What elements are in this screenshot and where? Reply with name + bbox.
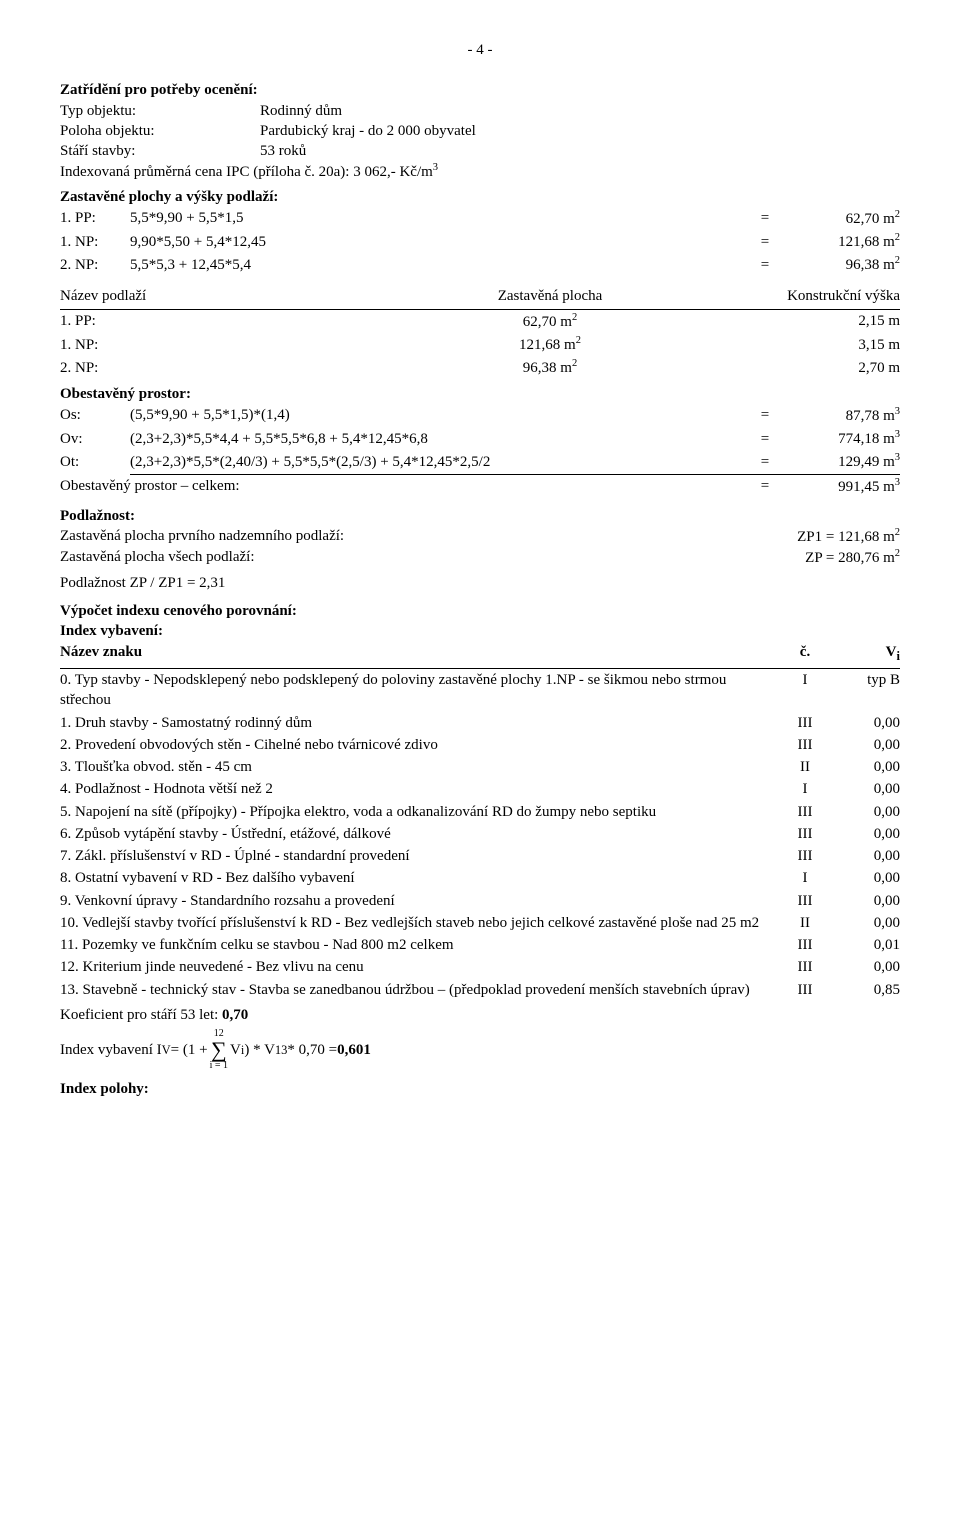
table-row: 13. Stavebně - technický stav - Stavba s…: [60, 979, 900, 1001]
table-row: 5. Napojení na sítě (přípojky) - Přípojk…: [60, 801, 900, 823]
table-row: 7. Zákl. příslušenství v RD - Úplné - st…: [60, 845, 900, 867]
podlaznost-ratio: Podlažnost ZP / ZP1 = 2,31: [60, 573, 900, 593]
typ-objektu-value: Rodinný dům: [260, 101, 900, 121]
podlaznost-r1-value: ZP1 = 121,68 m2: [797, 526, 900, 547]
table-row: Os:(5,5*9,90 + 5,5*1,5)*(1,4)=87,78 m3: [60, 404, 900, 427]
ipc-line: Indexovaná průměrná cena IPC (příloha č.…: [60, 161, 900, 182]
table-row: Ov:(2,3+2,3)*5,5*4,4 + 5,5*5,5*6,8 + 5,4…: [60, 427, 900, 450]
table-row: 1. NP:9,90*5,50 + 5,4*12,45=121,68 m2: [60, 230, 900, 253]
table-row: 1. Druh stavby - Samostatný rodinný důmI…: [60, 712, 900, 734]
table-row: 2. NP:96,38 m22,70 m: [60, 356, 900, 379]
table-row: 1. PP:5,5*9,90 + 5,5*1,5=62,70 m2: [60, 207, 900, 230]
nazev-podlazi-table: Název podlaží Zastavěná plocha Konstrukč…: [60, 285, 900, 307]
stari-value: 53 roků: [260, 141, 900, 161]
table-row: 6. Způsob vytápění stavby - Ústřední, et…: [60, 823, 900, 845]
typ-objektu-label: Typ objektu:: [60, 101, 260, 121]
zast-plochy-table: 1. PP:5,5*9,90 + 5,5*1,5=62,70 m21. NP:9…: [60, 207, 900, 277]
koef-stari: Koeficient pro stáří 53 let: 0,70: [60, 1005, 900, 1025]
table-row: 3. Tloušťka obvod. stěn - 45 cmII0,00: [60, 756, 900, 778]
table-row: 0. Typ stavby - Nepodsklepený nebo podsk…: [60, 669, 900, 712]
podlaznost-r2-label: Zastavěná plocha všech podlaží:: [60, 547, 255, 568]
stari-label: Stáří stavby:: [60, 141, 260, 161]
zast-plochy-title: Zastavěné plochy a výšky podlaží:: [60, 187, 900, 207]
table-row: 8. Ostatní vybavení v RD - Bez dalšího v…: [60, 867, 900, 889]
iv-formula: Index vybavení IV = (1 + 12 ∑ i = 1 Vi )…: [60, 1029, 900, 1071]
podlaznost-r1-label: Zastavěná plocha prvního nadzemního podl…: [60, 526, 344, 547]
index-vybaveni-table: Název znaku č. Vi: [60, 641, 900, 666]
obestaveny-title: Obestavěný prostor:: [60, 384, 900, 404]
index-polohy-title: Index polohy:: [60, 1079, 900, 1099]
podlaznost-r2-value: ZP = 280,76 m2: [805, 547, 900, 568]
index-vybaveni-title: Index vybavení:: [60, 621, 900, 641]
page-number: - 4 -: [60, 40, 900, 60]
zatrideni-title: Zatřídění pro potřeby ocenění:: [60, 80, 900, 100]
table-row: 9. Venkovní úpravy - Standardního rozsah…: [60, 890, 900, 912]
table-row: 12. Kriterium jinde neuvedené - Bez vliv…: [60, 956, 900, 978]
podlaznost-title: Podlažnost:: [60, 506, 900, 526]
poloha-value: Pardubický kraj - do 2 000 obyvatel: [260, 121, 900, 141]
table-row: 1. NP:121,68 m23,15 m: [60, 333, 900, 356]
poloha-label: Poloha objektu:: [60, 121, 260, 141]
table-row: 1. PP:62,70 m22,15 m: [60, 310, 900, 333]
table-row: 2. NP:5,5*5,3 + 12,45*5,4=96,38 m2: [60, 253, 900, 276]
table-row: 4. Podlažnost - Hodnota větší než 2I0,00: [60, 778, 900, 800]
table-row: 11. Pozemky ve funkčním celku se stavbou…: [60, 934, 900, 956]
table-row: Ot:(2,3+2,3)*5,5*(2,40/3) + 5,5*5,5*(2,5…: [60, 450, 900, 473]
vypocet-title: Výpočet indexu cenového porovnání:: [60, 601, 900, 621]
table-row: 2. Provedení obvodových stěn - Cihelné n…: [60, 734, 900, 756]
table-row: 10. Vedlejší stavby tvořící příslušenstv…: [60, 912, 900, 934]
obestaveny-table: Os:(5,5*9,90 + 5,5*1,5)*(1,4)=87,78 m3Ov…: [60, 404, 900, 474]
obest-total-label: Obestavěný prostor – celkem:: [60, 475, 750, 498]
